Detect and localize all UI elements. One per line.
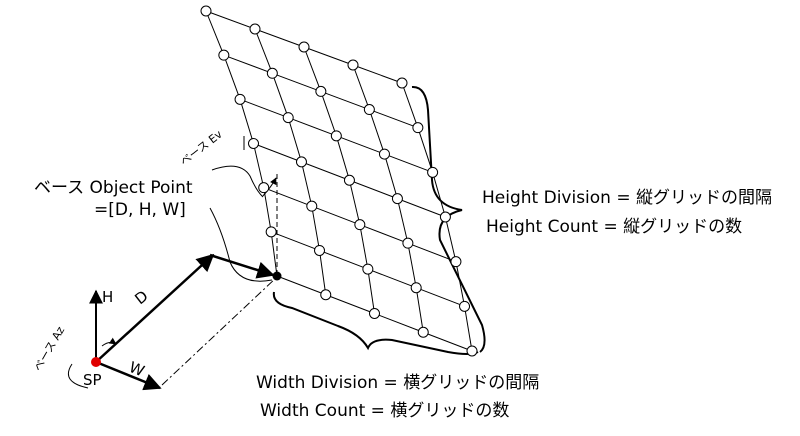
grid-node xyxy=(282,112,294,124)
az-arc-arrow xyxy=(101,337,117,347)
grid-column-line xyxy=(254,28,327,295)
sp-point xyxy=(91,357,101,367)
height-brace xyxy=(411,85,486,353)
grid-node xyxy=(427,166,439,178)
width-count-label: Width Count = 横グリッドの数 xyxy=(260,401,509,421)
grid-node xyxy=(234,93,246,105)
object-point-leader xyxy=(209,207,273,282)
grid-node xyxy=(354,219,366,231)
grid-node xyxy=(391,193,403,205)
grid-node xyxy=(439,211,451,223)
ev-arc xyxy=(261,177,277,198)
object-projection-dashdot xyxy=(161,276,278,386)
grid-node xyxy=(466,345,478,357)
grid-node xyxy=(347,59,359,71)
h-axis-label: H xyxy=(102,288,113,306)
grid-node xyxy=(378,148,390,160)
d-vector-arrow xyxy=(95,253,215,363)
grid-node xyxy=(410,282,422,294)
base-object-point-label: ベース Object Point xyxy=(34,178,193,198)
grid-node xyxy=(314,244,326,256)
grid-node xyxy=(258,182,270,194)
sp-label: SP xyxy=(83,371,102,389)
grid-node xyxy=(450,256,462,268)
grid-column-line xyxy=(303,46,375,314)
base-object-point-coords: =[D, H, W] xyxy=(94,200,186,220)
height-division-label: Height Division = 縦グリッドの間隔 xyxy=(482,188,772,208)
grid-node xyxy=(315,85,327,97)
grid-node xyxy=(266,67,278,79)
grid-node xyxy=(218,49,230,61)
grid-node xyxy=(320,289,332,301)
width-brace xyxy=(272,291,479,355)
width-division-label: Width Division = 横グリッドの間隔 xyxy=(256,373,539,393)
d-axis-label: D xyxy=(131,287,151,308)
grid-node xyxy=(330,130,342,142)
grid-node xyxy=(363,104,375,116)
w-axis-label: W xyxy=(127,358,148,380)
object-point xyxy=(272,271,282,281)
base-az-label: ベース Az xyxy=(31,324,67,373)
d-to-object-arrow xyxy=(209,253,275,279)
w-axis-arrow xyxy=(95,360,162,391)
base-ev-label: ベース Ev xyxy=(178,127,225,168)
grid-node xyxy=(459,300,471,312)
az-arc xyxy=(68,363,89,389)
grid-node xyxy=(362,263,374,275)
grid-node xyxy=(200,5,212,17)
grid-node xyxy=(417,326,429,338)
grid-node xyxy=(298,41,310,53)
ev-leader xyxy=(211,165,263,197)
grid-column-line xyxy=(352,64,424,333)
grid-node xyxy=(402,237,414,249)
height-count-label: Height Count = 縦グリッドの数 xyxy=(486,217,742,237)
grid-node xyxy=(248,138,259,149)
grid-node xyxy=(396,77,408,89)
grid-node xyxy=(295,156,307,168)
grid-node xyxy=(249,23,261,35)
grid-node xyxy=(412,122,424,134)
grid-node xyxy=(265,226,277,238)
grid-nodes xyxy=(200,5,478,357)
grid-node xyxy=(369,308,380,319)
grid-node xyxy=(306,200,318,212)
grid-node xyxy=(343,174,355,186)
